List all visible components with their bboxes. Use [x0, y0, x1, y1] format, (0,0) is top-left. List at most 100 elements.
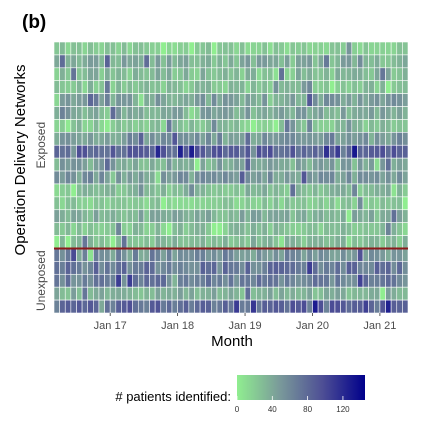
heatmap-cell [121, 132, 128, 146]
heatmap-cell [306, 80, 313, 94]
heatmap-cell [216, 222, 223, 236]
heatmap-cell [295, 41, 302, 56]
heatmap-cell [396, 132, 403, 146]
heatmap-cell [373, 170, 381, 185]
heatmap-cell [317, 54, 325, 69]
heatmap-cell [396, 54, 403, 69]
heatmap-cell [396, 235, 403, 249]
heatmap-cell [194, 132, 201, 146]
heatmap-cell [334, 235, 341, 249]
heatmap-cell [233, 273, 240, 288]
heatmap-cell [278, 106, 285, 120]
heatmap-cell [267, 183, 274, 198]
heatmap-cell [87, 248, 94, 262]
heatmap-cell [272, 209, 280, 223]
heatmap-cell [373, 248, 381, 262]
heatmap-cell [93, 170, 100, 185]
heatmap-cell [53, 41, 60, 56]
heatmap-cell [357, 170, 364, 185]
heatmap-cell [182, 80, 190, 94]
heatmap-cell [239, 273, 246, 288]
heatmap-cell [267, 144, 274, 159]
heatmap-cell [199, 157, 207, 172]
heatmap-cell [390, 222, 398, 236]
heatmap-cell [137, 183, 145, 198]
heatmap-cell [132, 80, 139, 94]
heatmap-cell [188, 273, 195, 288]
heatmap-cell [211, 144, 218, 159]
heatmap-cell [300, 80, 308, 94]
heatmap-cell [244, 132, 251, 146]
heatmap-cell [171, 54, 178, 69]
heatmap-cell [137, 299, 145, 314]
heatmap-cell [250, 41, 257, 56]
heatmap-cell [239, 299, 246, 314]
heatmap-cell [70, 183, 77, 198]
heatmap-cell [329, 132, 336, 146]
heatmap-cell [199, 286, 207, 301]
heatmap-cell [379, 248, 386, 262]
heatmap-cell [233, 248, 240, 262]
heatmap-cell [239, 93, 246, 107]
heatmap-cell [143, 286, 150, 301]
heatmap-cell [211, 261, 218, 275]
heatmap-cell [160, 132, 167, 146]
heatmap-cell [289, 196, 296, 211]
heatmap-cell [239, 261, 246, 275]
heatmap-cell [306, 41, 313, 56]
heatmap-cell [362, 144, 369, 159]
heatmap-cell [351, 196, 358, 211]
heatmap-cell [402, 80, 409, 94]
heatmap-cell [396, 157, 403, 172]
heatmap-cell [312, 170, 319, 185]
heatmap-cell [64, 106, 72, 120]
heatmap-cell [317, 106, 325, 120]
heatmap-cell [171, 170, 178, 185]
heatmap-cell [98, 157, 105, 172]
heatmap-cell [205, 261, 212, 275]
heatmap-cell [132, 132, 139, 146]
heatmap-cell [379, 67, 386, 82]
heatmap-cell [70, 67, 77, 82]
heatmap-cell [312, 157, 319, 172]
heatmap-cell [126, 67, 133, 82]
heatmap-cell [216, 170, 223, 185]
heatmap-cell [59, 235, 66, 249]
heatmap-cell [76, 144, 83, 159]
heatmap-cell [379, 273, 386, 288]
heatmap-cell [390, 170, 398, 185]
color-scale-bar [237, 375, 365, 400]
heatmap-cell [121, 144, 128, 159]
heatmap-cell [143, 144, 150, 159]
heatmap-cell [295, 299, 302, 314]
heatmap-cell [373, 119, 381, 133]
heatmap-cell [306, 119, 313, 133]
heatmap-cell [244, 144, 251, 159]
heatmap-cell [171, 132, 178, 146]
heatmap-cell [345, 261, 353, 275]
group-label-exposed: Exposed [34, 122, 48, 169]
heatmap-cell [81, 261, 89, 275]
heatmap-cell [239, 119, 246, 133]
heatmap-cell [222, 261, 229, 275]
heatmap-cell [317, 261, 325, 275]
heatmap-cell [272, 286, 280, 301]
heatmap-cell [379, 41, 386, 56]
heatmap-cell [211, 41, 218, 56]
heatmap-cell [351, 286, 358, 301]
heatmap-cell [132, 170, 139, 185]
heatmap-cell [323, 80, 330, 94]
heatmap-cell [53, 299, 60, 314]
heatmap-cell [250, 248, 257, 262]
heatmap-cell [368, 273, 375, 288]
heatmap-cell [132, 209, 139, 223]
heatmap-cell [137, 119, 145, 133]
heatmap-cell [373, 93, 381, 107]
heatmap-cell [295, 248, 302, 262]
heatmap-cell [188, 286, 195, 301]
heatmap-cell [278, 170, 285, 185]
heatmap-cell [64, 248, 72, 262]
heatmap-cell [53, 222, 60, 236]
heatmap-cell [104, 248, 111, 262]
heatmap-cell [312, 54, 319, 69]
